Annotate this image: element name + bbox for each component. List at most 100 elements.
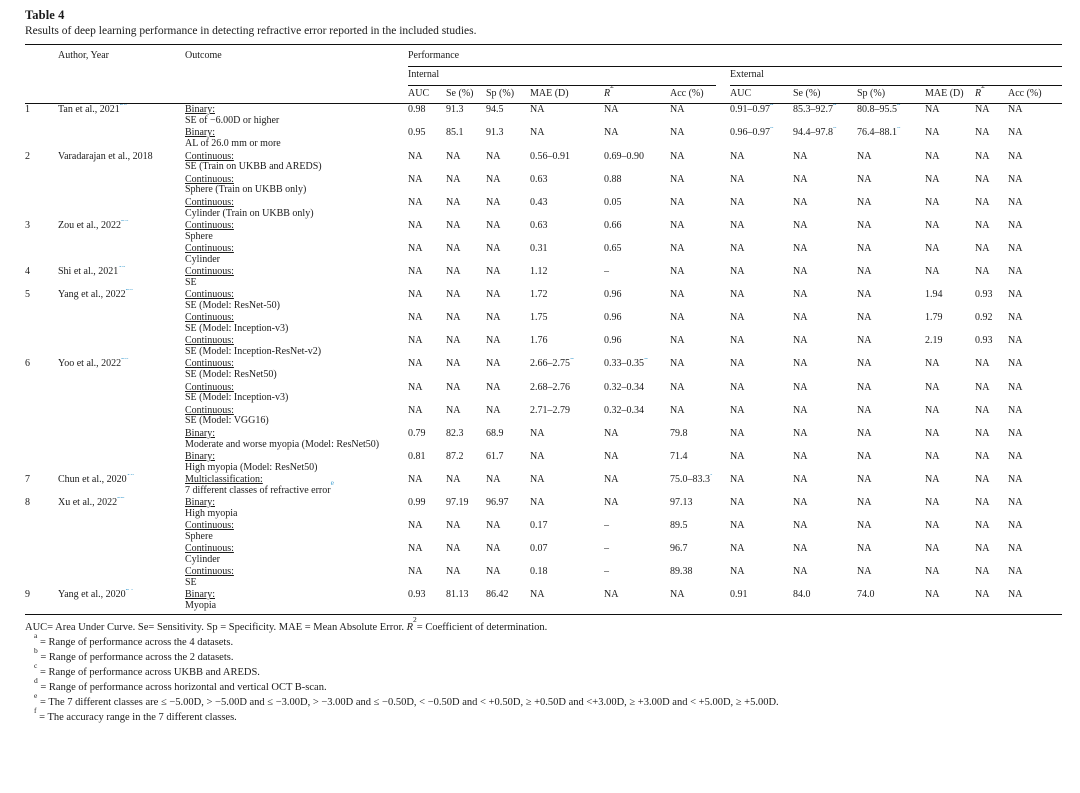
metric-value: NA [486, 196, 501, 208]
metric-column-header: Se (%) [446, 85, 486, 105]
outcome-cell: Binary: SE of −6.00D or higher [185, 104, 408, 128]
metric-value: 97.19 [446, 496, 469, 508]
external-header-label: External [730, 67, 1063, 86]
outcome-type: Binary: [185, 127, 215, 139]
outcome-type: Continuous: [185, 566, 234, 578]
outcome-cell: Continuous: SE (Model: VGG16) [185, 405, 408, 428]
metric-value: NA [975, 150, 990, 162]
metric-value: NA [975, 242, 990, 254]
footnote-marker[interactable]: d [570, 358, 574, 361]
metric-value: NA [975, 427, 990, 439]
footnote-marker[interactable]: a [833, 104, 836, 107]
outcome-type: Continuous: [185, 173, 234, 185]
footnote-marker[interactable]: b [770, 127, 774, 130]
metric-value: NA [408, 358, 423, 370]
metric-value: NA [730, 473, 745, 485]
footnote-marker[interactable]: d [570, 405, 574, 408]
metric-value: 71.4 [670, 450, 688, 462]
metric-value: NA [486, 242, 501, 254]
metric-value: NA [925, 150, 940, 162]
table-row: Continuous: SE NA NA NA 0.18–89.38 NA NA NA NA NA N… [25, 566, 1062, 589]
metric-value: 2.68–2.76d [530, 382, 604, 405]
metric-value: NA [530, 473, 545, 485]
metric-value: 0.79 [408, 427, 426, 439]
study-author [58, 520, 185, 543]
header-spacer [25, 85, 408, 105]
metric-value: NA [730, 266, 745, 278]
footnote-marker[interactable]: c [570, 151, 573, 154]
metric-value: NA [793, 404, 808, 416]
footnote-marker[interactable]: b [897, 127, 901, 130]
metric-value: NA [730, 520, 745, 532]
study-author [58, 543, 185, 566]
metric-column-header: R2 [975, 85, 1008, 105]
table-header: Author, Year Outcome Performance Interna… [25, 45, 1063, 105]
metric-value: NA [408, 242, 423, 254]
metric-value: NA [793, 381, 808, 393]
metric-value: NA [670, 312, 685, 324]
outcome-cell: Continuous: SE (Model: ResNet50) [185, 358, 408, 381]
row-number: 5 [25, 289, 30, 301]
metric-value: NA [857, 566, 872, 578]
metric-value: NA [408, 150, 423, 162]
footnote-marker[interactable]: b [833, 127, 837, 130]
footnote-marker[interactable]: a [897, 104, 900, 107]
footnote-marker[interactable]: f [710, 474, 713, 477]
metric-value: NA [1008, 312, 1023, 324]
outcome-type: Binary: [185, 450, 215, 462]
footnote-marker[interactable]: a [770, 104, 773, 107]
metric-value: NA [604, 473, 619, 485]
metric-value: NA [486, 312, 501, 324]
outcome-description: Moderate and worse myopia (Model: ResNet… [185, 438, 380, 450]
metric-value: 1.76 [530, 335, 548, 347]
metric-value: NA [1008, 404, 1023, 416]
study-author: Yang et al., 202024 [58, 589, 185, 615]
citation-ref[interactable]: 24 [126, 589, 134, 592]
table-row: Continuous: Cylinder (Train on UKBB only)… [25, 197, 1062, 220]
metric-value: 2.71–2.79d [530, 405, 604, 428]
study-author [58, 382, 185, 405]
header-spacer [25, 67, 408, 86]
outcome-type: Continuous: [185, 358, 234, 370]
citation-ref[interactable]: 25 [121, 358, 129, 361]
citation-ref[interactable]: 20 [120, 104, 128, 107]
metric-value: NA [1008, 450, 1023, 462]
citation-ref[interactable]: 19 [118, 266, 126, 269]
metric-value: NA [975, 589, 1008, 615]
citation-ref[interactable]: 18 [127, 474, 135, 477]
metric-value: 0.81 [408, 450, 426, 462]
metric-value: 0.88 [604, 173, 622, 185]
metric-value: 61.7 [486, 450, 504, 462]
footnote-marker[interactable]: d [644, 358, 648, 361]
footnote-line: b = Range of performance across the 2 da… [34, 645, 234, 663]
metric-value: NA [793, 520, 808, 532]
metric-value: 96.97 [486, 496, 509, 508]
outcome-type: Continuous: [185, 543, 234, 555]
citation-ref[interactable]: 26 [121, 220, 129, 223]
footnote-marker[interactable]: d [570, 382, 574, 385]
metric-value: 96.7 [670, 543, 688, 555]
metric-value: NA [793, 335, 808, 347]
footnote-marker[interactable]: d [644, 382, 648, 385]
citation-ref[interactable]: 23 [126, 289, 134, 292]
metric-value: NA [670, 104, 685, 116]
citation-ref[interactable]: 22 [117, 497, 125, 500]
metric-value: NA [408, 473, 423, 485]
metric-value: NA [857, 473, 872, 485]
metric-value: NA [925, 104, 940, 116]
metric-value: NA [925, 589, 975, 615]
metric-value: NA [486, 219, 501, 231]
metric-value: NA [730, 404, 745, 416]
metric-value: 85.1 [446, 127, 464, 139]
study-author: Yoo et al., 202225 [58, 358, 185, 381]
citation-ref[interactable]: 21 [153, 151, 161, 154]
footnote-marker[interactable]: d [644, 405, 648, 408]
footnote-marker[interactable]: e [330, 478, 334, 488]
outcome-type: Continuous: [185, 520, 234, 532]
footnote-marker[interactable]: c [644, 151, 647, 154]
metric-value: NA [408, 312, 423, 324]
metric-value: NA [857, 358, 872, 370]
row-number [25, 405, 58, 428]
metric-value: 0.33–0.35d [604, 358, 670, 381]
row-number [25, 566, 58, 589]
